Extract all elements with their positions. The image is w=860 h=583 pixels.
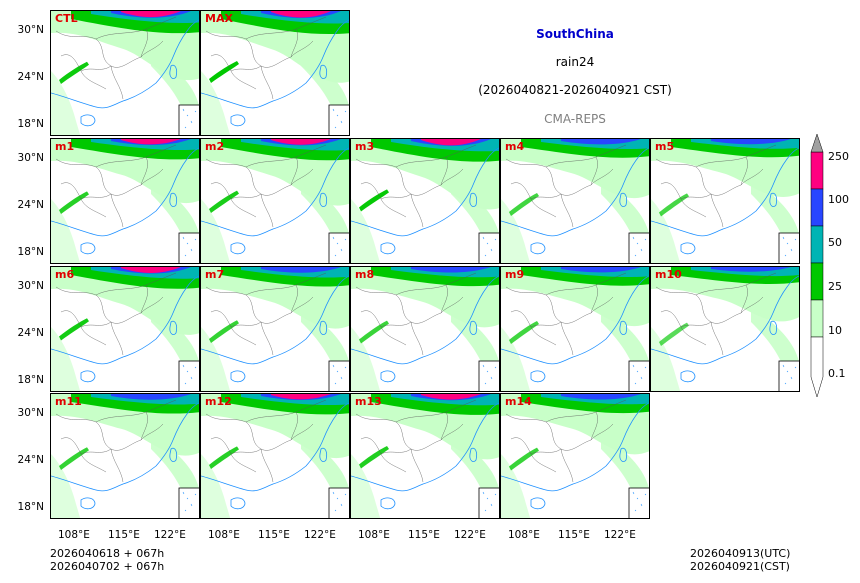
region-title: SouthChina bbox=[536, 27, 614, 41]
colorbar-min-triangle bbox=[810, 336, 824, 398]
lon-label: 122°E bbox=[604, 529, 636, 541]
map-panel-m7: m7 bbox=[200, 266, 350, 392]
map-svg bbox=[201, 11, 349, 135]
map-svg bbox=[651, 267, 799, 391]
valid-time-utc: 2026040913(UTC) bbox=[690, 547, 791, 560]
map-svg bbox=[201, 267, 349, 391]
colorbar-tick-label: 50 bbox=[828, 236, 842, 249]
panel-label: m13 bbox=[355, 395, 382, 408]
map-svg bbox=[51, 394, 199, 518]
map-panel-m4: m4 bbox=[500, 138, 650, 264]
colorbar-tick-label: 250 bbox=[828, 150, 849, 163]
map-svg bbox=[651, 139, 799, 263]
lon-label: 108°E bbox=[208, 529, 240, 541]
colorbar-segment bbox=[810, 299, 824, 338]
lat-label: 24°N bbox=[17, 327, 44, 339]
map-panel-m9: m9 bbox=[500, 266, 650, 392]
lat-label: 24°N bbox=[17, 71, 44, 83]
panel-label: m6 bbox=[55, 268, 75, 281]
panel-label: m2 bbox=[205, 140, 225, 153]
panel-label: m4 bbox=[505, 140, 525, 153]
lon-label: 108°E bbox=[358, 529, 390, 541]
map-panel-max: MAX bbox=[200, 10, 350, 136]
lat-label: 30°N bbox=[17, 24, 44, 36]
colorbar-segment bbox=[810, 262, 824, 301]
init-line-cst: 2026040702 + 067h bbox=[50, 560, 165, 573]
precip-colorbar bbox=[810, 134, 824, 398]
colorbar-segment bbox=[810, 188, 824, 227]
lon-label: 115°E bbox=[258, 529, 290, 541]
map-panel-m1: m1 bbox=[50, 138, 200, 264]
panel-label: MAX bbox=[205, 12, 233, 25]
colorbar-tick-label: 100 bbox=[828, 193, 849, 206]
colorbar-max-triangle bbox=[810, 134, 824, 153]
lon-label: 115°E bbox=[108, 529, 140, 541]
map-panel-m3: m3 bbox=[350, 138, 500, 264]
lon-label: 108°E bbox=[508, 529, 540, 541]
variable-title: rain24 bbox=[555, 55, 595, 69]
lon-label: 122°E bbox=[454, 529, 486, 541]
init-time-info: 2026040618 + 067h 2026040702 + 067h bbox=[50, 547, 164, 573]
map-panel-m5: m5 bbox=[650, 138, 800, 264]
lat-label: 30°N bbox=[17, 280, 44, 292]
map-svg bbox=[51, 267, 199, 391]
map-svg bbox=[501, 139, 649, 263]
lat-label: 30°N bbox=[17, 152, 44, 164]
panel-label: m7 bbox=[205, 268, 225, 281]
lat-label: 24°N bbox=[17, 199, 44, 211]
init-line-utc: 2026040618 + 067h bbox=[50, 547, 165, 560]
map-panel-ctl: CTL bbox=[50, 10, 200, 136]
model-title: CMA-REPS bbox=[544, 112, 606, 126]
lat-label: 30°N bbox=[17, 407, 44, 419]
map-panel-m2: m2 bbox=[200, 138, 350, 264]
lon-label: 122°E bbox=[304, 529, 336, 541]
map-panel-m10: m10 bbox=[650, 266, 800, 392]
colorbar-tick-label: 25 bbox=[828, 280, 842, 293]
panel-label: m9 bbox=[505, 268, 525, 281]
lat-label: 18°N bbox=[17, 118, 44, 130]
panel-label: m3 bbox=[355, 140, 375, 153]
map-svg bbox=[351, 267, 499, 391]
map-panel-m14: m14 bbox=[500, 393, 650, 519]
panel-label: m10 bbox=[655, 268, 682, 281]
map-svg bbox=[351, 139, 499, 263]
map-panel-m6: m6 bbox=[50, 266, 200, 392]
map-panel-m12: m12 bbox=[200, 393, 350, 519]
colorbar-segment bbox=[810, 151, 824, 190]
map-panel-m13: m13 bbox=[350, 393, 500, 519]
map-panel-m8: m8 bbox=[350, 266, 500, 392]
period-title: (2026040821-2026040921 CST) bbox=[478, 83, 672, 97]
lon-label: 115°E bbox=[558, 529, 590, 541]
map-svg bbox=[201, 394, 349, 518]
map-svg bbox=[351, 394, 499, 518]
colorbar-segment bbox=[810, 225, 824, 264]
panel-label: CTL bbox=[55, 12, 78, 25]
lon-label: 108°E bbox=[58, 529, 90, 541]
panel-label: m12 bbox=[205, 395, 232, 408]
valid-time-info: 2026040913(UTC) 2026040921(CST) bbox=[690, 547, 790, 573]
colorbar-tick-label: 0.1 bbox=[828, 367, 846, 380]
panel-label: m5 bbox=[655, 140, 675, 153]
map-svg bbox=[51, 11, 199, 135]
panel-label: m14 bbox=[505, 395, 532, 408]
panel-label: m1 bbox=[55, 140, 75, 153]
map-svg bbox=[501, 267, 649, 391]
map-svg bbox=[201, 139, 349, 263]
valid-time-cst: 2026040921(CST) bbox=[690, 560, 790, 573]
lat-label: 18°N bbox=[17, 501, 44, 513]
map-svg bbox=[501, 394, 649, 518]
lon-label: 115°E bbox=[408, 529, 440, 541]
map-panel-m11: m11 bbox=[50, 393, 200, 519]
lat-label: 18°N bbox=[17, 374, 44, 386]
lon-label: 122°E bbox=[154, 529, 186, 541]
lat-label: 18°N bbox=[17, 246, 44, 258]
map-svg bbox=[51, 139, 199, 263]
panel-label: m11 bbox=[55, 395, 82, 408]
colorbar-tick-label: 10 bbox=[828, 324, 842, 337]
panel-label: m8 bbox=[355, 268, 375, 281]
lat-label: 24°N bbox=[17, 454, 44, 466]
